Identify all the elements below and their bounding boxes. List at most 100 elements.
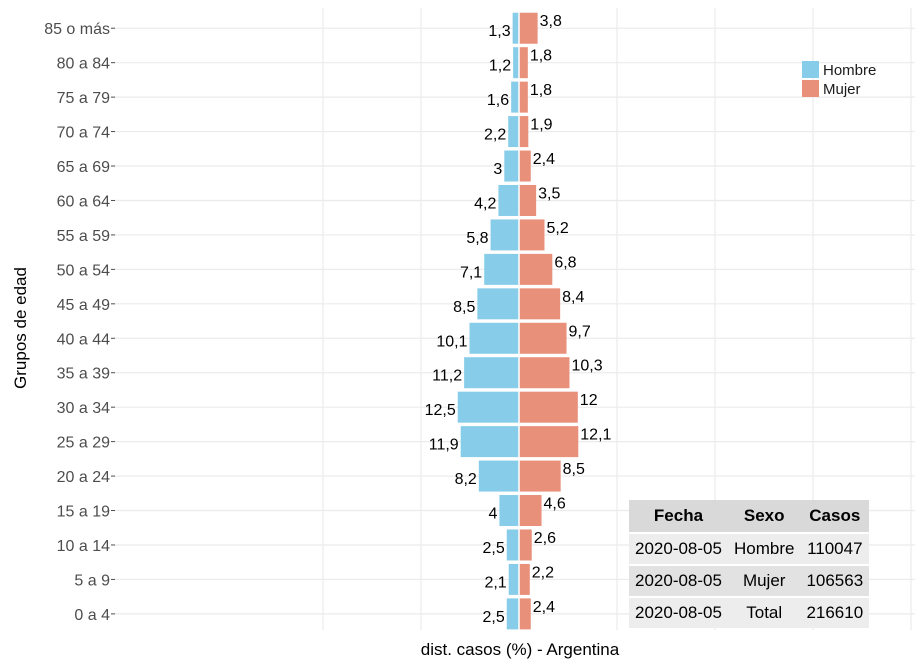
y-tick-label: 10 a 14: [57, 538, 110, 555]
data-label-hombre: 10,1: [436, 333, 467, 350]
data-label-hombre: 3: [493, 161, 502, 178]
y-tick-label: 85 o más: [44, 21, 110, 38]
bar-mujer: [519, 461, 561, 492]
bar-hombre: [498, 185, 519, 216]
data-label-mujer: 10,3: [571, 358, 602, 375]
y-tick-label: 70 a 74: [57, 125, 110, 142]
y-tick-label: 5 a 9: [74, 572, 110, 589]
bars: [458, 8, 579, 630]
table-cell-sexo: Total: [728, 597, 800, 628]
bar-hombre: [491, 219, 519, 250]
bar-mujer: [519, 392, 578, 423]
bar-hombre: [499, 495, 519, 526]
data-label-mujer: 3,8: [540, 13, 562, 30]
table-header-row: Fecha Sexo Casos: [629, 500, 869, 533]
data-label-hombre: 4,2: [474, 195, 496, 212]
bar-mujer: [519, 151, 531, 182]
bar-hombre: [479, 461, 519, 492]
bar-mujer: [519, 254, 552, 285]
data-label-mujer: 9,7: [569, 323, 591, 340]
data-label-hombre: 5,8: [466, 230, 488, 247]
data-label-hombre: 4: [488, 506, 497, 523]
bar-mujer: [519, 323, 567, 354]
data-label-mujer: 1,8: [530, 48, 552, 65]
table-cell-casos: 110047: [800, 533, 869, 565]
bar-hombre: [458, 392, 519, 423]
bar-hombre: [507, 598, 519, 629]
table-cell-fecha: 2020-08-05: [629, 533, 728, 565]
y-tick-label: 80 a 84: [57, 56, 110, 73]
y-tick-label: 45 a 49: [57, 297, 110, 314]
y-tick-label: 25 a 29: [57, 435, 110, 452]
bar-mujer: [519, 219, 544, 250]
bar-mujer: [519, 495, 542, 526]
bar-mujer: [519, 82, 528, 113]
header-fecha: Fecha: [629, 500, 728, 533]
table-cell-casos: 216610: [800, 597, 869, 628]
data-label-mujer: 1,9: [530, 117, 552, 134]
bar-mujer: [519, 426, 578, 457]
data-label-mujer: 2,4: [533, 599, 555, 616]
data-label-mujer: 12: [580, 392, 598, 409]
bar-hombre: [504, 151, 519, 182]
data-label-mujer: 6,8: [554, 254, 576, 271]
summary-table: Fecha Sexo Casos 2020-08-05 Hombre 11004…: [629, 500, 869, 628]
bar-mujer: [519, 13, 538, 44]
legend-label-hombre: Hombre: [823, 62, 876, 79]
legend-label-mujer: Mujer: [823, 81, 861, 98]
table-row: 2020-08-05 Mujer 106563: [629, 565, 869, 597]
y-tick-label: 20 a 24: [57, 469, 110, 486]
y-tick-label: 55 a 59: [57, 228, 110, 245]
data-label-hombre: 12,5: [425, 402, 456, 419]
header-casos: Casos: [800, 500, 869, 533]
data-label-hombre: 8,5: [453, 299, 475, 316]
data-label-hombre: 1,3: [488, 23, 510, 40]
data-label-hombre: 2,2: [484, 127, 506, 144]
y-tick-label: 35 a 39: [57, 366, 110, 383]
header-sexo: Sexo: [728, 500, 800, 533]
data-label-hombre: 11,9: [429, 437, 459, 454]
bar-mujer: [519, 185, 536, 216]
bar-hombre: [513, 13, 519, 44]
bar-mujer: [519, 47, 528, 78]
data-label-hombre: 1,2: [489, 58, 511, 75]
y-tick-label: 30 a 34: [57, 400, 110, 417]
data-label-hombre: 2,1: [484, 574, 506, 591]
bar-hombre: [464, 357, 519, 388]
bar-mujer: [519, 357, 569, 388]
bar-hombre: [509, 564, 519, 595]
y-tick-label: 15 a 19: [57, 504, 110, 521]
bar-mujer: [519, 598, 531, 629]
y-axis-title: Grupos de edad: [11, 267, 30, 389]
bar-hombre: [477, 288, 519, 319]
data-label-hombre: 11,2: [432, 368, 462, 385]
data-label-hombre: 1,6: [487, 92, 509, 109]
data-label-mujer: 1,8: [530, 82, 552, 99]
data-label-mujer: 4,6: [544, 496, 566, 513]
legend-swatch-hombre: [802, 61, 819, 78]
y-tick-label: 60 a 64: [57, 193, 110, 210]
data-label-hombre: 2,5: [483, 609, 505, 626]
bar-mujer: [519, 529, 532, 560]
table-cell-sexo: Mujer: [728, 565, 800, 597]
table-row: 2020-08-05 Total 216610: [629, 597, 869, 628]
bar-mujer: [519, 288, 560, 319]
y-tick-label: 40 a 44: [57, 331, 110, 348]
bar-hombre: [507, 529, 519, 560]
table-cell-casos: 106563: [800, 565, 869, 597]
data-label-mujer: 8,4: [562, 289, 584, 306]
data-label-mujer: 3,5: [538, 185, 560, 202]
table-row: 2020-08-05 Hombre 110047: [629, 533, 869, 565]
y-tick-label: 75 a 79: [57, 90, 110, 107]
data-label-mujer: 2,6: [534, 530, 556, 547]
bar-hombre: [511, 82, 519, 113]
bar-hombre: [513, 47, 519, 78]
y-tick-label: 50 a 54: [57, 262, 110, 279]
table-cell-fecha: 2020-08-05: [629, 597, 728, 628]
bar-hombre: [470, 323, 519, 354]
legend-swatch-mujer: [802, 80, 819, 97]
x-axis-title: dist. casos (%) - Argentina: [421, 640, 620, 659]
table-cell-fecha: 2020-08-05: [629, 565, 728, 597]
bar-mujer: [519, 116, 528, 147]
data-label-mujer: 2,2: [532, 564, 554, 581]
